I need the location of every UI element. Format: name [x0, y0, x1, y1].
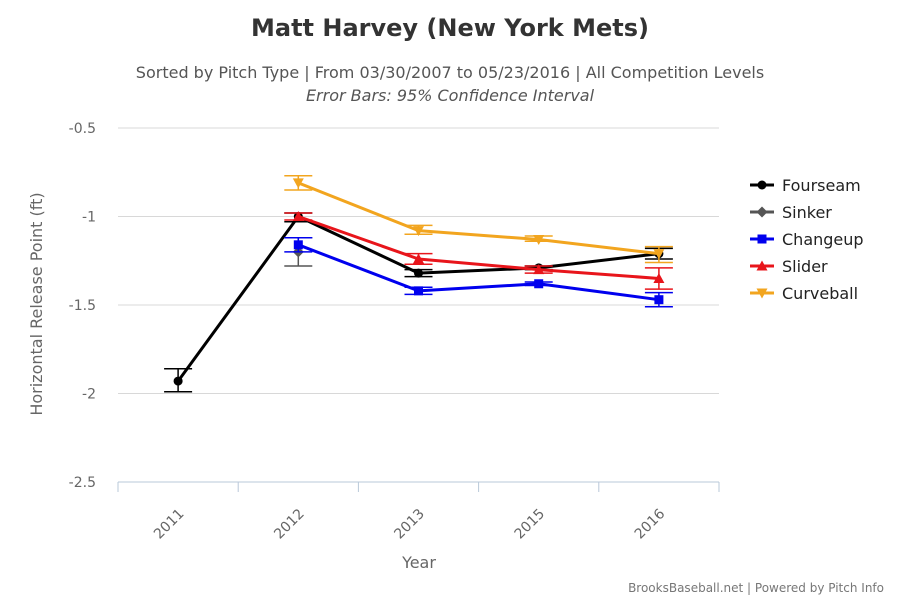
legend-label-changeup: Changeup: [782, 230, 864, 249]
legend-item-curveball: Curveball: [750, 284, 858, 303]
data-point-slider: [533, 264, 545, 275]
data-point-changeup: [414, 286, 423, 296]
y-tick-label: -2.5: [69, 475, 96, 491]
legend-marker-curveball: [756, 288, 768, 299]
y-tick-label: -0.5: [69, 121, 96, 137]
series-layer: [164, 175, 673, 393]
series-line-curveball: [297, 181, 660, 256]
series-changeup: [284, 236, 673, 308]
x-axis-label: Year: [401, 553, 436, 572]
legend-marker-changeup: [757, 234, 767, 244]
legend-item-slider: Slider: [750, 257, 828, 276]
legend-item-sinker: Sinker: [750, 203, 832, 222]
data-point-changeup: [654, 295, 664, 305]
legend-label-sinker: Sinker: [782, 203, 832, 222]
data-point-curveball: [653, 249, 665, 260]
data-point-changeup: [293, 240, 303, 250]
chart-credits: BrooksBaseball.net | Powered by Pitch In…: [628, 581, 884, 595]
data-point-slider: [413, 253, 424, 264]
series-curveball: [284, 175, 673, 264]
y-tick-label: -1: [82, 210, 96, 226]
legend-marker-fourseam: [757, 180, 767, 190]
data-point-slider: [653, 272, 665, 283]
chart-subtitle: Sorted by Pitch Type | From 03/30/2007 t…: [136, 63, 764, 82]
legend-label-curveball: Curveball: [782, 284, 858, 303]
data-point-curveball: [413, 226, 424, 237]
data-point-curveball: [533, 235, 545, 246]
chart-title: Matt Harvey (New York Mets): [251, 14, 649, 42]
legend-marker-sinker: [756, 206, 768, 218]
legend-item-fourseam: Fourseam: [750, 176, 861, 195]
data-point-changeup: [534, 279, 544, 289]
chart-subtitle-error-bars: Error Bars: 95% Confidence Interval: [306, 86, 595, 105]
legend-label-slider: Slider: [782, 257, 828, 276]
series-line-slider: [297, 215, 660, 280]
gridlines: [118, 127, 719, 394]
legend-item-changeup: Changeup: [750, 230, 864, 249]
data-point-curveball: [292, 178, 304, 189]
y-axis-ticks: -0.5 -1 -1.5 -2 -2.5: [69, 121, 96, 491]
data-point-fourseam: [414, 268, 423, 278]
y-tick-label: -1.5: [69, 298, 96, 314]
legend-marker-slider: [756, 260, 768, 271]
y-axis-label: Horizontal Release Point (ft): [27, 192, 46, 415]
data-point-fourseam: [173, 376, 183, 386]
data-point-slider: [292, 211, 304, 221]
series-slider: [284, 211, 673, 290]
legend-label-fourseam: Fourseam: [782, 176, 861, 195]
legend: Fourseam Sinker Changeup Slider Curveball: [750, 176, 864, 303]
y-tick-label: -2: [82, 387, 96, 403]
series-line-changeup: [297, 243, 660, 302]
